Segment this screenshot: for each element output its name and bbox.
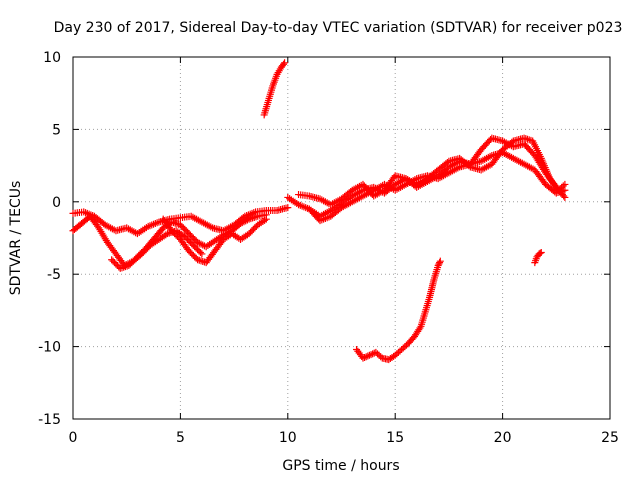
chart-title: Day 230 of 2017, Sidereal Day-to-day VTE… [54,20,623,36]
data-point [284,204,292,212]
data-point [281,59,289,67]
data-point [370,349,378,357]
data-point [561,180,569,188]
data-point [559,182,567,190]
data-point [536,249,544,257]
plot-frame [72,56,611,420]
x-tick-label: 20 [494,430,512,446]
axis-ticks: 0 5 10 15 20 25 -15 -10 -5 0 5 10 [38,50,619,446]
x-tick-label: 5 [176,430,185,446]
y-axis-label: SDTVAR / TECUs [8,181,24,296]
data-point [436,257,444,265]
y-tick-label: -5 [47,267,61,283]
data-point [443,158,451,166]
data-point [416,324,424,332]
data-point [364,352,372,360]
data-point [362,353,370,361]
data-points [69,59,569,364]
x-tick-label: 15 [386,430,404,446]
data-point [367,351,375,359]
data-point [196,248,204,256]
data-point [361,353,369,361]
y-tick-label: -15 [38,412,61,428]
x-tick-label: 0 [69,430,78,446]
y-tick-label: -10 [38,340,61,356]
data-point [560,192,568,200]
y-tick-label: 0 [52,195,61,211]
data-point [280,60,288,68]
data-point [198,250,206,258]
data-point [436,259,444,267]
y-tick-label: 10 [43,50,61,66]
y-tick-label: 5 [52,122,61,138]
data-point [359,354,367,362]
data-point [537,248,545,256]
data-point [262,215,270,223]
x-axis-label: GPS time / hours [282,458,399,474]
data-point [365,351,373,359]
data-point [261,216,269,224]
data-point [561,193,569,201]
data-point [390,173,398,181]
x-tick-label: 25 [601,430,619,446]
data-point [243,216,251,224]
x-tick-label: 10 [279,430,297,446]
